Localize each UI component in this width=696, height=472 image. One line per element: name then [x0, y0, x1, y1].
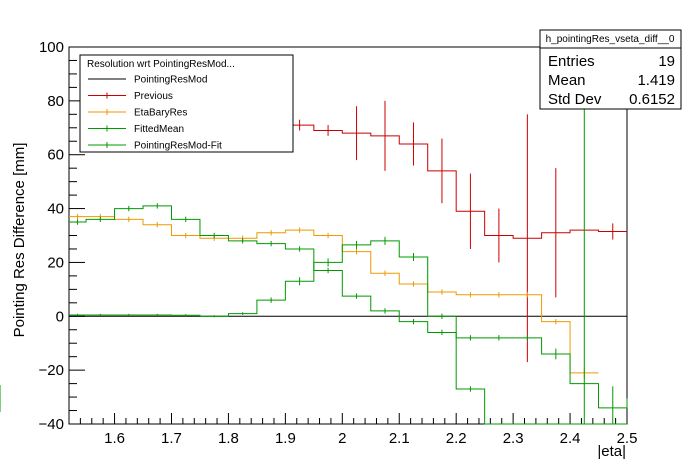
x-tick-label: 2.3: [503, 430, 524, 447]
x-tick-label: 2.1: [389, 430, 410, 447]
y-tick-label: 80: [47, 93, 64, 110]
legend-entry-pointingresmod: PointingResMod: [88, 75, 207, 86]
stats-frame: [539, 29, 682, 110]
legend-entry-pointingresmod-fit: PointingResMod-Fit: [88, 141, 222, 152]
legend-entry-previous: Previous: [88, 91, 173, 102]
series-line-fittedmean: [69, 240, 627, 425]
x-tick-label: 2: [338, 430, 346, 447]
x-tick-label: 2.4: [560, 430, 581, 447]
x-tick-labels: 1.6 1.7 1.8 1.9 2 2.1 2.2 2.3 2.4 2.5: [104, 430, 637, 447]
y-tick-label: −20: [39, 362, 64, 379]
x-tick-label: 1.9: [275, 430, 296, 447]
y-tick-label: 60: [47, 147, 64, 164]
y-tick-label: −40: [39, 416, 64, 433]
x-tick-label: 1.7: [161, 430, 182, 447]
legend-label: EtaBaryRes: [134, 108, 187, 119]
series-layer: [0, 60, 628, 425]
legend-label: FittedMean: [134, 124, 184, 135]
legend-box: [79, 54, 294, 153]
stats-value: 19: [658, 53, 675, 70]
legend-entry-fittedmean: FittedMean: [88, 124, 184, 135]
x-tick-label: 2.5: [617, 430, 638, 447]
stats-rows: Entries 19 Mean 1.419 Std Dev 0.6152: [548, 53, 675, 108]
legend: Resolution wrt PointingResMod... Pointin…: [79, 54, 294, 153]
series-line-previous: [285, 124, 627, 239]
legend-title: Resolution wrt PointingResMod...: [87, 59, 235, 70]
x-tick-label: 1.6: [104, 430, 125, 447]
series-etabaryres: [69, 213, 599, 379]
series-line-etabaryres: [69, 216, 599, 374]
y-tick-label: 100: [39, 39, 64, 56]
legend-label: Previous: [134, 91, 173, 102]
legend-entries: PointingResMod Previous EtaBaryRes FittedMe…: [88, 75, 222, 152]
series-pointingresmod-fit: [0, 60, 628, 424]
series-previous: [285, 100, 627, 363]
x-tick-label: 2.2: [446, 430, 467, 447]
stats-value: 0.6152: [629, 91, 675, 108]
y-tick-labels: −40 −20 0 20 40 60 80 100: [39, 39, 64, 433]
stats-label: Mean: [548, 72, 586, 89]
series-fittedmean: [69, 236, 627, 425]
series-line-pointingresmod-fit: [69, 205, 628, 409]
y-tick-label: 20: [47, 254, 64, 271]
stats-label: Std Dev: [548, 91, 602, 108]
y-tick-label: 0: [56, 308, 64, 325]
axis-ticks: [68, 46, 628, 425]
legend-label: PointingResMod-Fit: [134, 141, 222, 152]
stats-value: 1.419: [637, 72, 675, 89]
x-tick-label: 1.8: [218, 430, 239, 447]
stats-label: Entries: [548, 53, 595, 70]
x-axis-title: |eta|: [597, 443, 626, 460]
y-axis-title: Pointing Res Difference [mm]: [11, 143, 28, 338]
legend-label: PointingResMod: [134, 75, 207, 86]
stats-title: h_pointingRes_vseta_diff__0: [546, 34, 675, 45]
stats-box: h_pointingRes_vseta_diff__0 Entries 19 Mea…: [539, 29, 682, 110]
y-tick-label: 40: [47, 201, 64, 218]
legend-entry-etabaryres: EtaBaryRes: [88, 108, 187, 119]
